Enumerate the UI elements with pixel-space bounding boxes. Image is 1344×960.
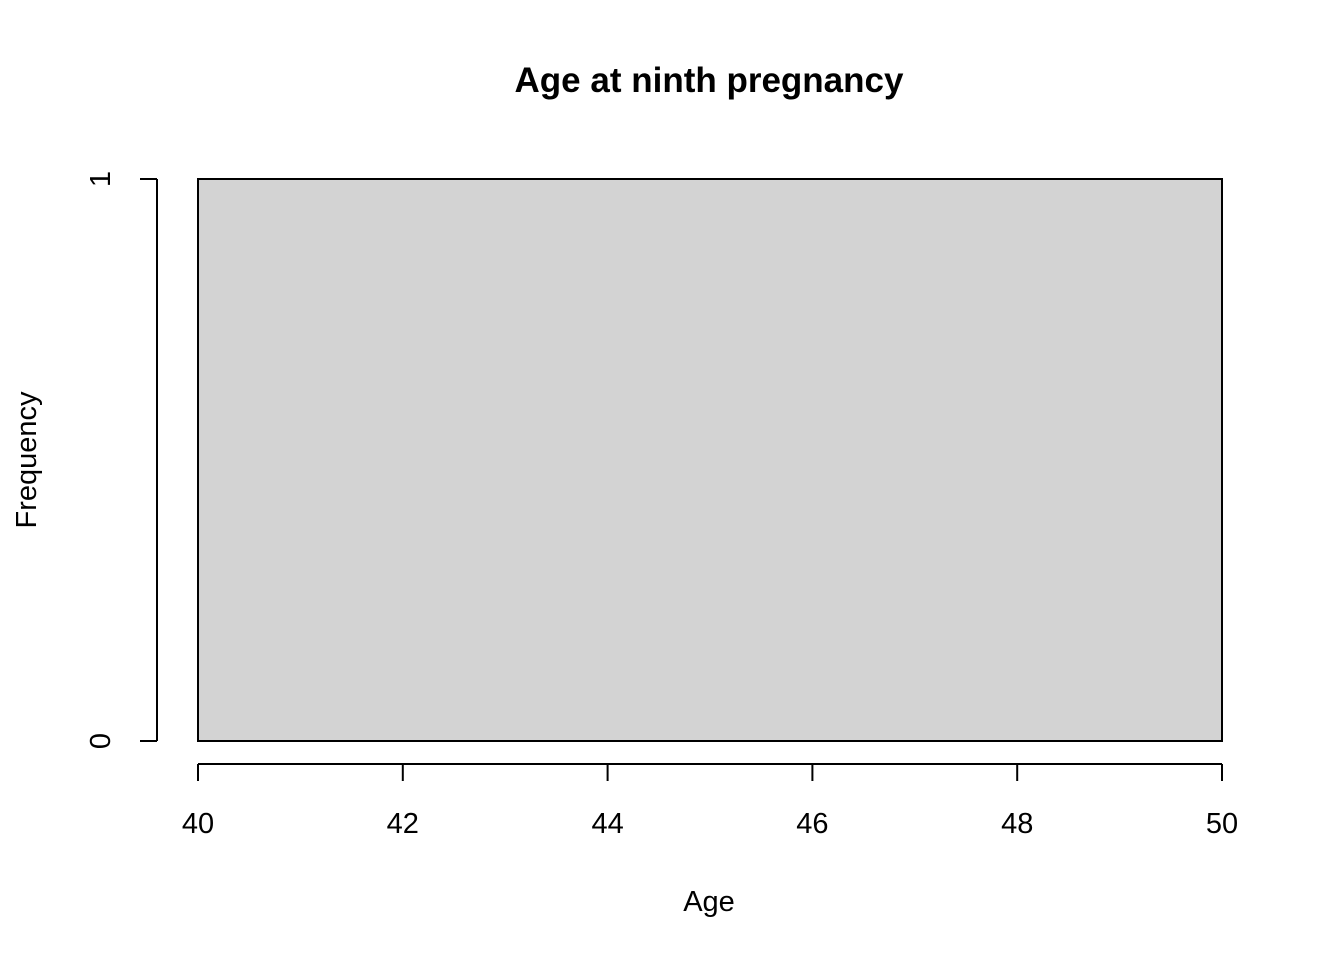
histogram-bar-0 bbox=[197, 178, 1223, 742]
y-tick-label-0: 0 bbox=[85, 733, 117, 749]
x-tick-label-46: 46 bbox=[796, 808, 828, 840]
y-axis-label: Frequency bbox=[11, 391, 43, 529]
x-axis-label: Age bbox=[683, 886, 735, 918]
y-tick-label-1: 1 bbox=[85, 171, 117, 187]
bars-group bbox=[197, 178, 1223, 742]
x-tick-label-48: 48 bbox=[1001, 808, 1033, 840]
chart-title: Age at ninth pregnancy bbox=[515, 61, 904, 100]
x-tick-label-44: 44 bbox=[591, 808, 623, 840]
x-tick-label-40: 40 bbox=[182, 808, 214, 840]
y-axis: 01 bbox=[85, 171, 158, 749]
x-tick-label-42: 42 bbox=[387, 808, 419, 840]
x-tick-label-50: 50 bbox=[1206, 808, 1238, 840]
x-axis: 40 42 44 46 48 50 bbox=[182, 763, 1238, 840]
